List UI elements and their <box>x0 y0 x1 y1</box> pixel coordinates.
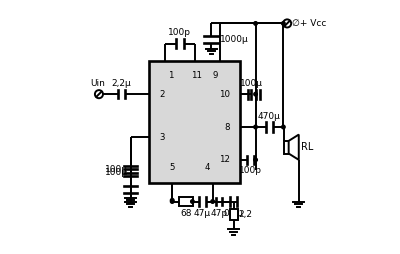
Text: 3: 3 <box>160 133 165 141</box>
Circle shape <box>282 125 285 129</box>
Circle shape <box>254 92 257 96</box>
Bar <box>230 209 238 220</box>
Text: ∅+ Vcc: ∅+ Vcc <box>292 19 327 28</box>
Text: 4: 4 <box>205 164 210 172</box>
Circle shape <box>170 200 174 203</box>
Text: RL: RL <box>301 142 314 152</box>
Text: 100μ: 100μ <box>240 79 263 88</box>
Bar <box>284 141 289 153</box>
Text: 0,1μ: 0,1μ <box>223 209 243 218</box>
Circle shape <box>254 125 257 129</box>
Text: 11: 11 <box>191 71 202 81</box>
Circle shape <box>254 158 257 162</box>
Circle shape <box>191 200 194 203</box>
Text: 2,2: 2,2 <box>239 210 253 219</box>
Text: 47μ: 47μ <box>194 209 211 218</box>
Text: 12: 12 <box>219 155 230 164</box>
Circle shape <box>211 200 214 203</box>
Text: 100μ: 100μ <box>105 168 128 177</box>
Text: 68: 68 <box>180 209 192 218</box>
Text: 8: 8 <box>225 122 230 132</box>
Text: 9: 9 <box>212 71 218 81</box>
Circle shape <box>282 22 285 25</box>
Text: 47p: 47p <box>210 209 228 218</box>
Text: 5: 5 <box>170 164 175 172</box>
Bar <box>150 61 240 183</box>
Text: Uin: Uin <box>90 79 105 88</box>
Text: 100p: 100p <box>168 28 191 37</box>
Text: 100p: 100p <box>239 166 262 175</box>
Text: 2,2μ: 2,2μ <box>112 79 132 88</box>
Text: 2: 2 <box>160 90 165 99</box>
Text: 1000μ: 1000μ <box>220 35 249 44</box>
Polygon shape <box>289 135 299 160</box>
Circle shape <box>254 22 257 25</box>
Text: 10: 10 <box>219 90 230 99</box>
Text: 1: 1 <box>168 71 174 81</box>
Text: 100μ: 100μ <box>104 165 128 174</box>
Text: 470μ: 470μ <box>258 112 281 121</box>
Bar <box>179 197 193 205</box>
Circle shape <box>170 198 174 202</box>
